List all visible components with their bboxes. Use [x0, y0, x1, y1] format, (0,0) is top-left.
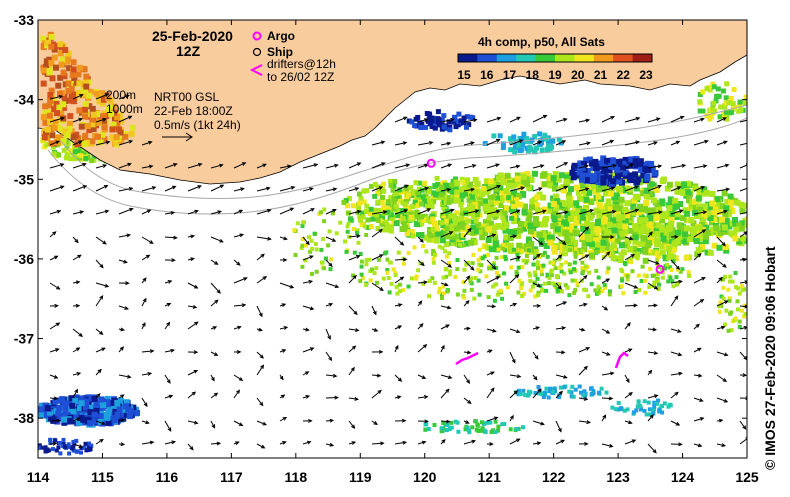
colorbar-tick-label: 15 — [457, 68, 471, 82]
colorbar-tick-label: 23 — [639, 68, 653, 82]
x-tick-label: 115 — [91, 469, 114, 485]
drifters-legend-line1: drifters@12h — [267, 57, 336, 71]
colorbar-swatch — [594, 54, 614, 62]
colorbar-tick-label: 22 — [617, 68, 631, 82]
y-tick-label: -35 — [14, 171, 34, 187]
y-tick-label: -37 — [14, 331, 34, 347]
colorbar-tick-label: 20 — [571, 68, 585, 82]
x-tick-label: 114 — [27, 469, 50, 485]
colorbar-tick-label: 17 — [503, 68, 517, 82]
x-tick-label: 116 — [156, 469, 179, 485]
y-tick-label: -34 — [14, 92, 34, 108]
colorbar-tick-label: 21 — [594, 68, 608, 82]
colorbar-swatch — [633, 54, 653, 62]
colorbar-tick-label: 16 — [480, 68, 494, 82]
x-tick-label: 121 — [478, 469, 502, 485]
vector-time-label: 22-Feb 18:00Z — [154, 104, 233, 118]
argo-legend-label: Argo — [267, 29, 295, 43]
isobath-label-1000m: 1000m — [106, 102, 143, 116]
colorbar-swatch — [555, 54, 575, 62]
colorbar: 15 16 17 18 19 20 21 22 23 — [457, 54, 653, 82]
y-tick-label: -36 — [14, 251, 34, 267]
colorbar-title: 4h comp, p50, All Sats — [478, 35, 605, 49]
y-tick-label: -38 — [14, 410, 34, 426]
current-vector-head — [748, 142, 751, 145]
colorbar-swatch — [516, 54, 536, 62]
colorbar-swatch — [458, 54, 478, 62]
colorbar-swatch — [536, 54, 556, 62]
x-tick-label: 122 — [542, 469, 566, 485]
current-vector-head — [749, 186, 753, 189]
colorbar-tick-label: 18 — [526, 68, 540, 82]
current-vector-head — [747, 119, 751, 122]
colorbar-swatch — [497, 54, 517, 62]
x-tick-label: 117 — [220, 469, 243, 485]
x-tick-label: 123 — [606, 469, 630, 485]
vector-scale-label: 0.5m/s (1kt 24h) — [154, 118, 241, 132]
y-tick-label: -33 — [14, 12, 34, 28]
x-tick-label: 124 — [671, 469, 695, 485]
drifters-legend-line2: to 26/02 12Z — [267, 70, 334, 84]
x-tick-label: 119 — [349, 469, 372, 485]
colorbar-swatch — [477, 54, 497, 62]
time-title: 12Z — [176, 43, 201, 59]
credit-label: © IMOS 27-Feb-2020 09:06 Hobart — [762, 246, 778, 470]
colorbar-tick-label: 19 — [548, 68, 562, 82]
x-tick-label: 125 — [735, 469, 759, 485]
x-tick-label: 120 — [413, 469, 437, 485]
colorbar-swatch — [613, 54, 633, 62]
colorbar-swatch — [574, 54, 594, 62]
vector-source-label: NRT00 GSL — [154, 90, 219, 104]
date-title: 25-Feb-2020 — [152, 28, 233, 44]
isobath-label-200m: 200m — [106, 88, 136, 102]
x-tick-label: 118 — [285, 469, 308, 485]
